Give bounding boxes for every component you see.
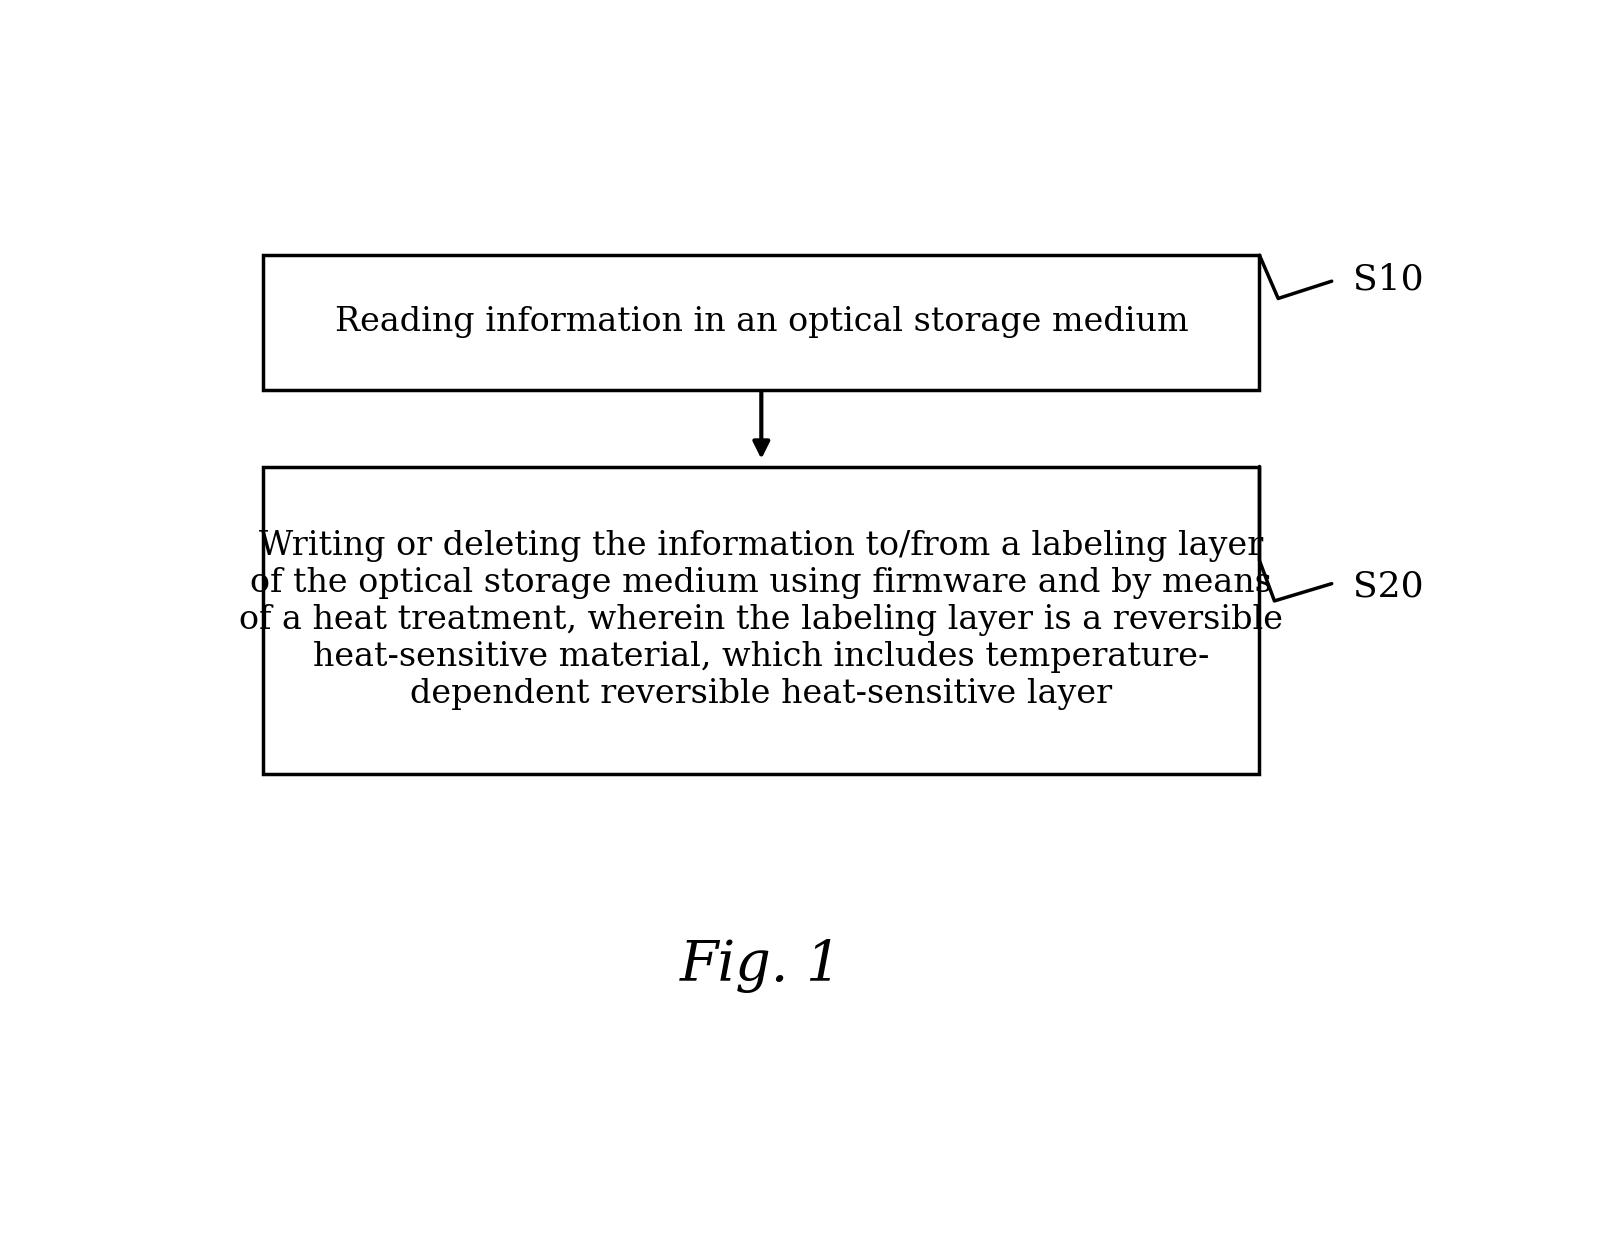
Text: Writing or deleting the information to/from a labeling layer
of the optical stor: Writing or deleting the information to/f… [239, 530, 1284, 710]
Bar [264, 466, 1260, 773]
Text: Reading information in an optical storage medium: Reading information in an optical storag… [334, 307, 1188, 338]
Text: Fig. 1: Fig. 1 [680, 939, 842, 993]
Bar [264, 256, 1260, 390]
Text: S10: S10 [1353, 262, 1424, 297]
Text: S20: S20 [1353, 570, 1424, 604]
